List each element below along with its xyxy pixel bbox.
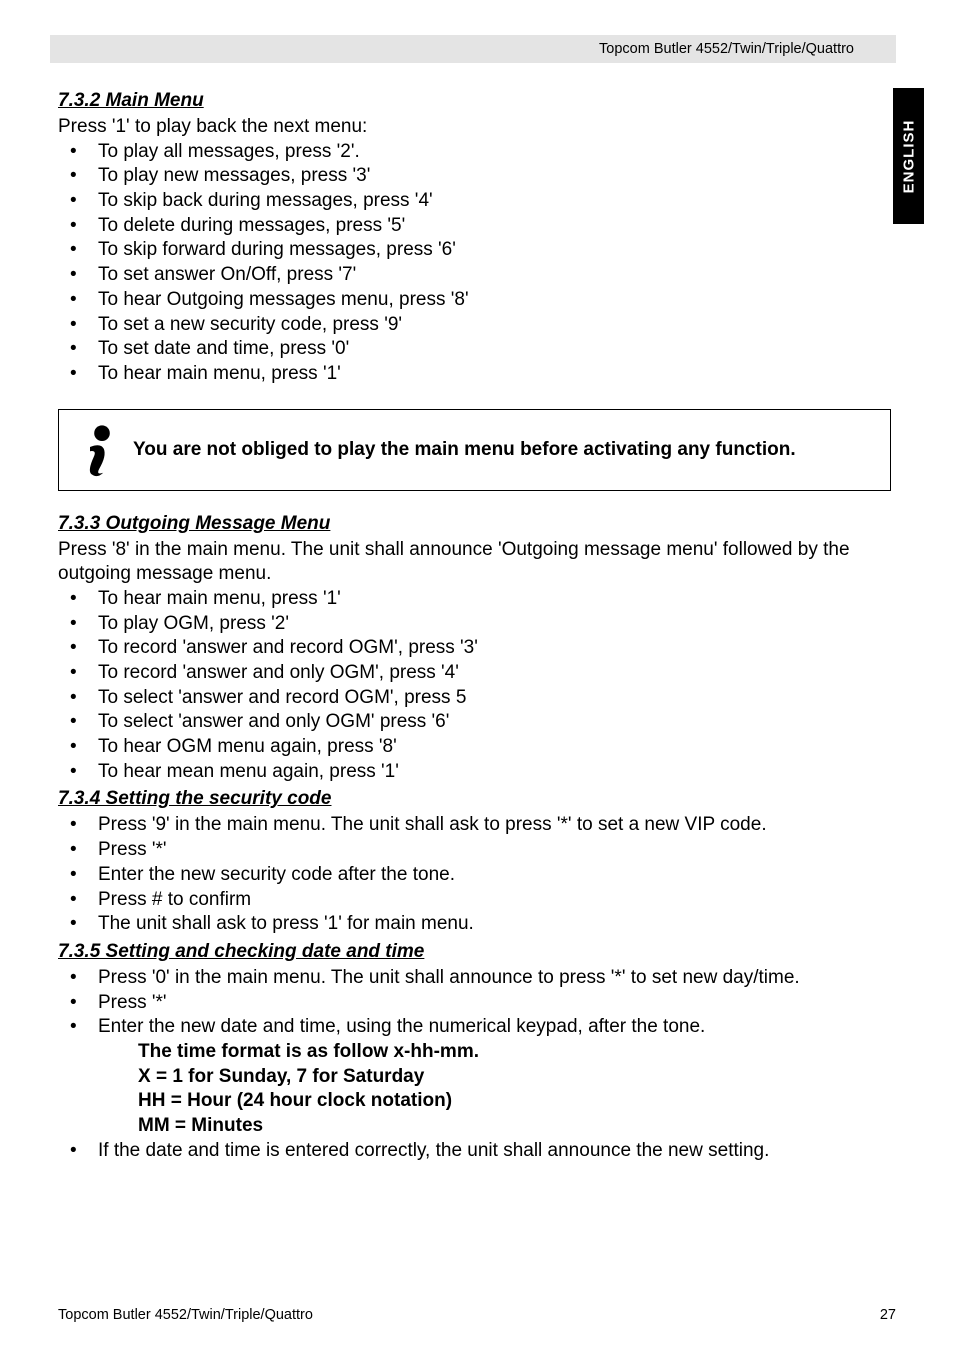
- list-item: To hear OGM menu again, press '8': [58, 735, 896, 760]
- sec733-intro: Press '8' in the main menu. The unit sha…: [58, 538, 896, 587]
- list-item: Enter the new date and time, using the n…: [58, 1015, 896, 1040]
- list-item: To hear mean menu again, press '1': [58, 760, 896, 785]
- sec735-indent: The time format is as follow x-hh-mm. X …: [58, 1040, 896, 1139]
- sec733-list: To hear main menu, press '1' To play OGM…: [58, 587, 896, 785]
- list-item: To hear Outgoing messages menu, press '8…: [58, 288, 896, 313]
- list-item: Press # to confirm: [58, 888, 896, 913]
- info-box-text: You are not obliged to play the main men…: [133, 439, 796, 461]
- header-bar: Topcom Butler 4552/Twin/Triple/Quattro: [50, 35, 896, 63]
- sec732-intro: Press '1' to play back the next menu:: [58, 115, 896, 140]
- list-item: If the date and time is entered correctl…: [58, 1139, 896, 1164]
- list-item: To hear main menu, press '1': [58, 362, 896, 387]
- indent-line: MM = Minutes: [138, 1114, 896, 1139]
- footer: Topcom Butler 4552/Twin/Triple/Quattro 2…: [58, 1307, 896, 1323]
- list-item: Press '*': [58, 838, 896, 863]
- list-item: To select 'answer and record OGM', press…: [58, 686, 896, 711]
- indent-line: HH = Hour (24 hour clock notation): [138, 1089, 896, 1114]
- list-item: Press '0' in the main menu. The unit sha…: [58, 966, 896, 991]
- list-item: To hear main menu, press '1': [58, 587, 896, 612]
- list-item: To play new messages, press '3': [58, 164, 896, 189]
- header-product: Topcom Butler 4552/Twin/Triple/Quattro: [599, 41, 854, 57]
- sec732-heading: 7.3.2 Main Menu: [58, 90, 896, 112]
- sec735-heading: 7.3.5 Setting and checking date and time: [58, 941, 896, 963]
- sec734-heading: 7.3.4 Setting the security code: [58, 788, 896, 810]
- list-item: Press '*': [58, 991, 896, 1016]
- list-item: The unit shall ask to press '1' for main…: [58, 912, 896, 937]
- list-item: To play all messages, press '2'.: [58, 140, 896, 165]
- list-item: To skip back during messages, press '4': [58, 189, 896, 214]
- list-item: To set date and time, press '0': [58, 337, 896, 362]
- indent-line: X = 1 for Sunday, 7 for Saturday: [138, 1065, 896, 1090]
- list-item: To delete during messages, press '5': [58, 214, 896, 239]
- list-item: To set a new security code, press '9': [58, 313, 896, 338]
- sec733-heading: 7.3.3 Outgoing Message Menu: [58, 513, 896, 535]
- info-icon: [63, 420, 129, 480]
- page: Topcom Butler 4552/Twin/Triple/Quattro E…: [0, 0, 954, 1351]
- list-item: To skip forward during messages, press '…: [58, 238, 896, 263]
- list-item: To record 'answer and only OGM', press '…: [58, 661, 896, 686]
- list-item: To play OGM, press '2': [58, 612, 896, 637]
- language-tab-label: ENGLISH: [900, 119, 917, 193]
- language-tab: ENGLISH: [893, 88, 924, 224]
- list-item: Enter the new security code after the to…: [58, 863, 896, 888]
- sec735-list-b: If the date and time is entered correctl…: [58, 1139, 896, 1164]
- info-box: You are not obliged to play the main men…: [58, 409, 891, 491]
- list-item: To record 'answer and record OGM', press…: [58, 636, 896, 661]
- list-item: To set answer On/Off, press '7': [58, 263, 896, 288]
- sec732-list: To play all messages, press '2'. To play…: [58, 140, 896, 387]
- sec734-list: Press '9' in the main menu. The unit sha…: [58, 813, 896, 936]
- sec735-list-a: Press '0' in the main menu. The unit sha…: [58, 966, 896, 1040]
- list-item: To select 'answer and only OGM' press '6…: [58, 710, 896, 735]
- content-area: 7.3.2 Main Menu Press '1' to play back t…: [58, 90, 896, 1163]
- list-item: Press '9' in the main menu. The unit sha…: [58, 813, 896, 838]
- footer-page-number: 27: [880, 1307, 896, 1323]
- footer-left: Topcom Butler 4552/Twin/Triple/Quattro: [58, 1307, 313, 1323]
- indent-line: The time format is as follow x-hh-mm.: [138, 1040, 896, 1065]
